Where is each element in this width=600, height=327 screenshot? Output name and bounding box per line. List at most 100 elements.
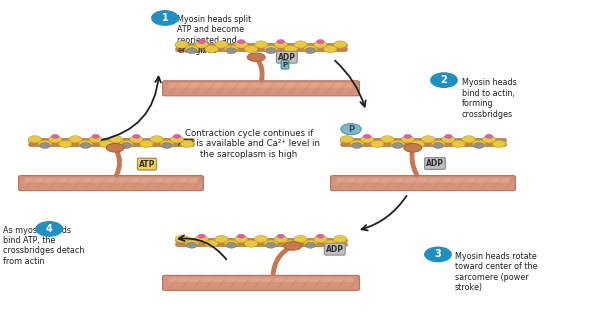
Circle shape (40, 143, 50, 148)
Circle shape (284, 240, 297, 247)
Circle shape (493, 140, 506, 147)
Circle shape (181, 140, 194, 147)
Circle shape (254, 235, 268, 243)
Ellipse shape (247, 53, 265, 61)
Ellipse shape (106, 144, 124, 152)
Circle shape (245, 45, 258, 53)
Circle shape (52, 134, 59, 138)
Circle shape (485, 134, 493, 138)
Circle shape (235, 41, 248, 48)
Circle shape (324, 45, 337, 53)
Circle shape (284, 45, 297, 53)
Circle shape (334, 235, 347, 243)
Circle shape (152, 11, 178, 25)
Circle shape (224, 45, 238, 53)
Circle shape (265, 242, 276, 248)
FancyBboxPatch shape (331, 176, 515, 191)
Text: 1: 1 (161, 13, 169, 23)
Circle shape (352, 143, 362, 148)
Circle shape (404, 134, 412, 138)
Circle shape (130, 136, 143, 143)
Circle shape (254, 41, 268, 48)
Circle shape (69, 136, 82, 143)
Circle shape (49, 136, 62, 143)
Circle shape (109, 136, 122, 143)
Text: 4: 4 (46, 224, 53, 234)
Circle shape (92, 134, 100, 138)
Circle shape (205, 45, 218, 53)
Circle shape (361, 136, 374, 143)
Circle shape (238, 40, 245, 43)
Circle shape (170, 136, 184, 143)
Circle shape (79, 140, 92, 147)
Circle shape (226, 48, 236, 54)
Text: Myosin heads rotate
toward center of the
sarcomere (power
stroke): Myosin heads rotate toward center of the… (455, 252, 538, 292)
Circle shape (175, 41, 188, 48)
Text: 2: 2 (440, 75, 448, 85)
Circle shape (314, 41, 327, 48)
Text: 3: 3 (434, 250, 442, 259)
Circle shape (304, 45, 317, 53)
Circle shape (198, 234, 205, 238)
Circle shape (28, 136, 41, 143)
Circle shape (381, 136, 394, 143)
Circle shape (317, 234, 324, 238)
FancyBboxPatch shape (163, 275, 359, 290)
FancyBboxPatch shape (19, 176, 203, 191)
Text: ADP: ADP (426, 159, 444, 168)
Circle shape (277, 40, 284, 43)
Circle shape (121, 143, 131, 148)
Circle shape (364, 134, 371, 138)
Circle shape (452, 140, 465, 147)
Circle shape (442, 136, 455, 143)
Circle shape (304, 240, 317, 247)
Circle shape (274, 235, 287, 243)
Circle shape (472, 140, 485, 147)
Circle shape (195, 41, 208, 48)
Circle shape (401, 136, 415, 143)
Text: ADP: ADP (326, 245, 344, 254)
Circle shape (482, 136, 496, 143)
Circle shape (431, 73, 457, 87)
Circle shape (324, 240, 337, 247)
Circle shape (421, 136, 434, 143)
Circle shape (445, 134, 452, 138)
Circle shape (350, 140, 364, 147)
Circle shape (195, 235, 208, 243)
Circle shape (294, 41, 307, 48)
Text: ATP: ATP (139, 160, 155, 169)
Ellipse shape (284, 242, 302, 250)
Circle shape (198, 40, 205, 43)
Circle shape (215, 235, 228, 243)
Circle shape (245, 240, 258, 247)
Circle shape (412, 140, 425, 147)
Circle shape (224, 240, 238, 247)
Circle shape (238, 234, 245, 238)
Circle shape (80, 143, 91, 148)
Circle shape (425, 247, 451, 262)
Circle shape (274, 41, 287, 48)
Circle shape (371, 140, 384, 147)
Circle shape (133, 134, 140, 138)
Circle shape (38, 140, 52, 147)
Circle shape (187, 242, 197, 248)
Circle shape (161, 143, 172, 148)
Circle shape (173, 134, 181, 138)
Circle shape (462, 136, 475, 143)
FancyBboxPatch shape (169, 83, 353, 88)
Circle shape (305, 48, 316, 54)
Circle shape (473, 143, 484, 148)
Circle shape (392, 143, 403, 148)
Circle shape (294, 235, 307, 243)
Circle shape (265, 48, 276, 54)
Circle shape (215, 41, 228, 48)
Circle shape (185, 240, 198, 247)
Circle shape (185, 45, 198, 53)
Circle shape (160, 140, 173, 147)
Circle shape (150, 136, 163, 143)
Text: Myosin heads
bind to actin,
forming
crossbridges: Myosin heads bind to actin, forming cros… (462, 78, 517, 119)
Circle shape (119, 140, 133, 147)
Circle shape (334, 41, 347, 48)
Text: ADP: ADP (278, 53, 296, 62)
Circle shape (305, 242, 316, 248)
